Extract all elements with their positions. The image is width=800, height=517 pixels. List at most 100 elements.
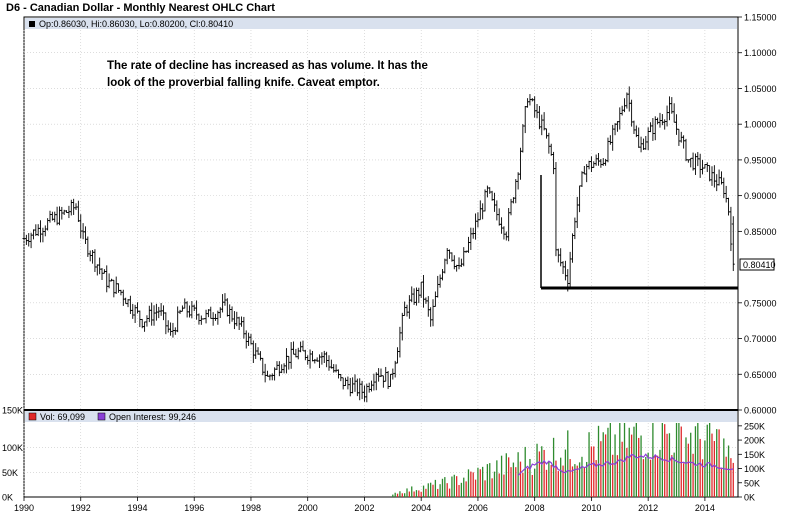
ohlc-bar bbox=[258, 351, 262, 361]
ohlc-bar bbox=[443, 258, 447, 274]
x-tick-label: 1990 bbox=[14, 503, 34, 513]
oi-legend-swatch bbox=[97, 412, 106, 421]
volume-panel-frame bbox=[23, 409, 739, 498]
ohlc-bar bbox=[358, 378, 362, 401]
ohlc-bar bbox=[362, 385, 366, 402]
ohlc-bar bbox=[625, 92, 629, 109]
x-tick-label: 1998 bbox=[241, 503, 261, 513]
ohlc-bar bbox=[57, 206, 61, 226]
price-panel-header bbox=[25, 18, 737, 29]
ohlc-bar bbox=[36, 224, 40, 237]
ohlc-bar bbox=[403, 301, 407, 316]
ohlc-bar bbox=[242, 316, 246, 339]
ohlc-bar bbox=[504, 231, 508, 241]
ohlc-bar bbox=[571, 233, 575, 263]
ohlc-bar bbox=[287, 355, 291, 370]
oi-tick-label: 250K bbox=[744, 421, 765, 431]
ohlc-bar bbox=[549, 143, 553, 156]
price-tick-label: 0.75000 bbox=[744, 298, 777, 308]
ohlc-bar bbox=[121, 289, 125, 306]
ohlc-bar bbox=[398, 326, 402, 358]
price-tick-label: 1.10000 bbox=[744, 48, 777, 58]
annotation-line-2: look of the proverbial falling knife. Ca… bbox=[107, 77, 380, 89]
ohlc-bar bbox=[701, 159, 705, 175]
ohlc-bar bbox=[448, 249, 452, 259]
ohlc-bar bbox=[228, 304, 232, 324]
ohlc-bar bbox=[639, 136, 643, 153]
ohlc-bar bbox=[53, 211, 57, 223]
ohlc-bar bbox=[128, 295, 132, 314]
volume-panel-header bbox=[25, 411, 737, 422]
ohlc-bar bbox=[462, 247, 466, 267]
ohlc-bar bbox=[684, 138, 688, 162]
ohlc-bar bbox=[712, 165, 716, 188]
ohlc-bar bbox=[55, 206, 59, 226]
ohlc-bar bbox=[575, 196, 579, 229]
ohlc-bar bbox=[187, 305, 191, 318]
ohlc-bar bbox=[313, 358, 317, 364]
ohlc-bar bbox=[93, 249, 97, 273]
ohlc-bar bbox=[400, 312, 404, 341]
ohlc-bar bbox=[705, 162, 709, 173]
ohlc-bar bbox=[230, 306, 234, 322]
ohlc-bar bbox=[469, 227, 473, 250]
ohlc-bar bbox=[731, 216, 735, 272]
ohlc-bar bbox=[436, 275, 440, 298]
ohlc-readout: Op:0.86030, Hi:0.86030, Lo:0.80200, Cl:0… bbox=[39, 19, 233, 29]
ohlc-bar bbox=[79, 214, 83, 239]
ohlc-bar bbox=[197, 313, 201, 325]
ohlc-bar bbox=[221, 294, 225, 313]
ohlc-bar bbox=[474, 213, 478, 240]
ohlc-bar bbox=[660, 114, 664, 126]
ohlc-bar bbox=[95, 264, 99, 276]
ohlc-bar bbox=[667, 96, 671, 121]
ohlc-bar bbox=[327, 355, 331, 371]
ohlc-bar bbox=[632, 120, 636, 134]
ohlc-bar bbox=[457, 257, 461, 270]
ohlc-bar bbox=[563, 260, 567, 281]
ohlc-bar bbox=[518, 147, 522, 180]
ohlc-bar bbox=[533, 96, 537, 118]
ohlc-legend-swatch bbox=[29, 21, 35, 27]
ohlc-bar bbox=[440, 269, 444, 281]
ohlc-bar bbox=[459, 258, 463, 268]
ohlc-bar bbox=[190, 301, 194, 319]
ohlc-bar bbox=[147, 305, 151, 323]
ohlc-bar bbox=[559, 248, 563, 267]
ohlc-bar bbox=[691, 152, 695, 171]
ohlc-bar bbox=[159, 303, 163, 316]
ohlc-bar bbox=[277, 361, 281, 377]
ohlc-bar bbox=[346, 376, 350, 390]
ohlc-bar bbox=[377, 368, 381, 382]
ohlc-bar bbox=[48, 210, 52, 223]
ohlc-bar bbox=[438, 274, 442, 288]
ohlc-bar bbox=[727, 197, 731, 216]
ohlc-bar bbox=[76, 200, 80, 222]
ohlc-bar bbox=[284, 348, 288, 374]
ohlc-bar bbox=[98, 257, 102, 275]
ohlc-bar bbox=[495, 200, 499, 221]
ohlc-bar bbox=[502, 226, 506, 240]
ohlc-bar bbox=[483, 189, 487, 212]
ohlc-bar bbox=[334, 364, 338, 373]
ohlc-bar bbox=[332, 364, 336, 373]
ohlc-bar bbox=[308, 349, 312, 369]
ohlc-bar bbox=[587, 160, 591, 170]
ohlc-bar bbox=[466, 236, 470, 253]
ohlc-bar bbox=[353, 374, 357, 392]
ohlc-bar bbox=[641, 138, 645, 150]
ohlc-bar bbox=[526, 98, 530, 108]
ohlc-bar bbox=[724, 185, 728, 203]
ohlc-bar bbox=[422, 274, 426, 308]
ohlc-bar bbox=[178, 309, 182, 314]
ohlc-bar bbox=[169, 322, 173, 336]
ohlc-bar bbox=[41, 227, 45, 243]
x-tick-label: 2004 bbox=[411, 503, 431, 513]
ohlc-bar bbox=[306, 355, 310, 365]
ohlc-bar bbox=[568, 251, 572, 288]
ohlc-bar bbox=[478, 200, 482, 221]
ohlc-bar bbox=[497, 208, 501, 226]
ohlc-bar bbox=[651, 118, 655, 141]
ohlc-bar bbox=[689, 157, 693, 168]
ohlc-bar bbox=[310, 350, 314, 362]
